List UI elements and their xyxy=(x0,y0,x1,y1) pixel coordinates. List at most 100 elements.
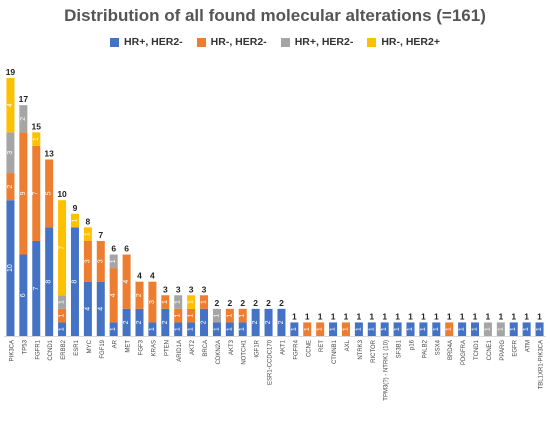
total-label: 17 xyxy=(19,94,29,104)
total-label: 2 xyxy=(279,298,284,308)
bar-segment xyxy=(509,322,518,336)
total-label: 1 xyxy=(344,311,349,321)
segment-label: 1 xyxy=(446,327,453,331)
bar-segment xyxy=(122,308,131,336)
bar-segment xyxy=(445,322,454,336)
bar-segment xyxy=(187,322,196,336)
total-label: 7 xyxy=(98,230,103,240)
total-label: 4 xyxy=(137,271,142,281)
bar-segment xyxy=(135,308,144,336)
category-label: FGF3 xyxy=(139,339,145,355)
bar-segment xyxy=(212,308,221,323)
segment-label: 1 xyxy=(175,300,182,304)
bar-segment xyxy=(109,268,118,323)
segment-label: 1 xyxy=(110,259,117,263)
bar-segment xyxy=(96,240,105,282)
segment-label: 2 xyxy=(136,293,143,297)
category-label: TCND1 xyxy=(474,339,480,360)
segment-label: 1 xyxy=(213,327,220,331)
segment-label: 1 xyxy=(472,327,479,331)
category-label: BRCA xyxy=(203,340,209,357)
segment-label: 1 xyxy=(355,327,362,331)
category-label: AKT1 xyxy=(280,339,286,355)
bar-segment xyxy=(45,227,54,336)
segment-label: 1 xyxy=(342,327,349,331)
bar-segment xyxy=(174,308,183,323)
segment-label: 5 xyxy=(46,191,53,195)
segment-label: 1 xyxy=(175,314,182,318)
bar-segment xyxy=(109,254,118,269)
bar-segment xyxy=(70,227,79,336)
legend: HR+, HER2- HR-, HER2- HR+, HER2- HR-, HER2+ xyxy=(0,36,550,48)
segment-label: 8 xyxy=(71,280,78,284)
total-label: 2 xyxy=(253,298,258,308)
bar-segment xyxy=(329,322,338,336)
segment-label: 9 xyxy=(20,191,27,195)
bar-segment xyxy=(174,295,183,309)
segment-label: 3 xyxy=(149,300,156,304)
segment-label: 1 xyxy=(110,327,117,331)
segment-label: 1 xyxy=(536,327,543,331)
category-label: FGFR1 xyxy=(35,339,41,359)
bar-segment xyxy=(83,281,92,336)
category-label: NTRK3 xyxy=(358,339,364,359)
bar-segment xyxy=(148,281,157,323)
category-label: AKT2 xyxy=(190,339,196,355)
segment-label: 1 xyxy=(381,327,388,331)
segment-label: 1 xyxy=(523,327,530,331)
total-label: 6 xyxy=(124,244,129,254)
category-label: FGF19 xyxy=(100,339,106,358)
category-label: IGF1R xyxy=(255,339,261,357)
segment-label: 1 xyxy=(304,327,311,331)
category-label: FGFR4 xyxy=(293,339,299,359)
total-label: 3 xyxy=(202,284,207,294)
category-label: CCNE1 xyxy=(487,339,493,360)
legend-label: HR-, HER2+ xyxy=(381,36,440,48)
category-label: SF3B1 xyxy=(397,339,403,358)
category-label: EGFR xyxy=(513,339,519,356)
bar-segment xyxy=(290,322,299,336)
category-label: AKT3 xyxy=(229,339,235,355)
segment-label: 6 xyxy=(20,293,27,297)
segment-label: 1 xyxy=(226,327,233,331)
category-label: ESR1-CCDC170 xyxy=(268,339,274,385)
bar-segment xyxy=(19,254,28,336)
bar-segment xyxy=(458,322,467,336)
total-label: 6 xyxy=(111,244,116,254)
segment-label: 1 xyxy=(59,300,66,304)
segment-label: 2 xyxy=(162,320,169,324)
segment-label: 1 xyxy=(368,327,375,331)
total-label: 1 xyxy=(357,311,362,321)
bar-segment xyxy=(58,308,67,323)
total-label: 2 xyxy=(215,298,220,308)
total-label: 3 xyxy=(176,284,181,294)
bar-segment xyxy=(264,308,273,336)
bar-segment xyxy=(522,322,531,336)
category-label: RET xyxy=(319,340,325,352)
segment-label: 3 xyxy=(97,259,104,263)
total-label: 2 xyxy=(266,298,271,308)
segment-label: 1 xyxy=(59,327,66,331)
bar-segment xyxy=(200,295,209,309)
category-label: p16 xyxy=(410,339,416,350)
category-label: CDKN2A xyxy=(216,340,222,364)
bar-segment xyxy=(148,322,157,336)
segment-label: 1 xyxy=(149,327,156,331)
category-label: TP53 xyxy=(22,339,28,354)
legend-item: HR-, HER2- xyxy=(196,36,267,48)
category-label: AXL xyxy=(345,339,351,351)
segment-label: 1 xyxy=(188,300,195,304)
legend-swatch xyxy=(196,37,206,47)
bar-segment xyxy=(496,322,505,336)
bar-segment xyxy=(6,132,15,174)
segment-label: 1 xyxy=(291,327,298,331)
segment-label: 2 xyxy=(123,320,130,324)
bar-segment xyxy=(6,78,15,133)
total-label: 9 xyxy=(73,203,78,213)
bar-segment xyxy=(225,308,234,323)
segment-label: 1 xyxy=(497,327,504,331)
bar-segment xyxy=(19,105,28,133)
segment-label: 7 xyxy=(59,246,66,250)
segment-label: 4 xyxy=(84,307,91,311)
